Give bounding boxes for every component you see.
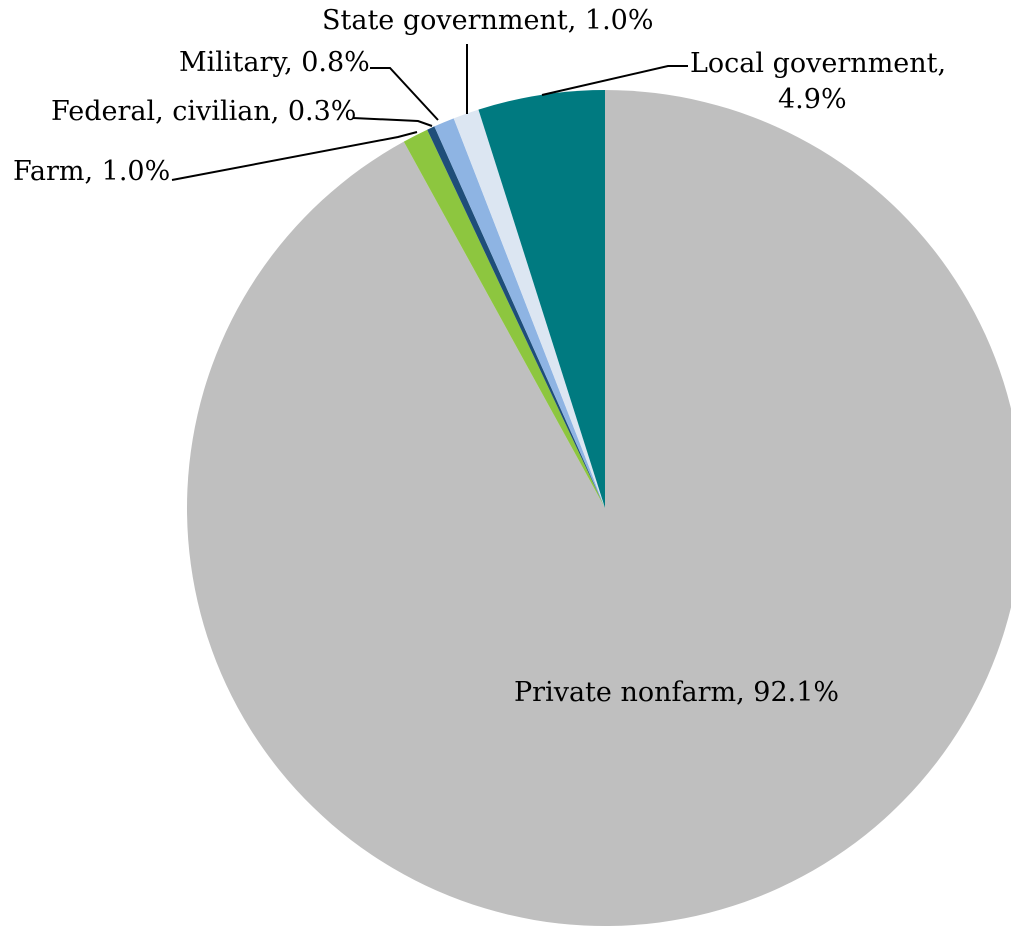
leader-line-farm bbox=[171, 131, 418, 181]
pie-slice-state-government bbox=[453, 109, 605, 509]
leader-line-local-government bbox=[541, 65, 688, 96]
pie-slice-military bbox=[434, 118, 605, 508]
pie-slices bbox=[187, 90, 1011, 926]
pie-slice-local-government bbox=[478, 90, 605, 508]
leader-line-federal-civilian bbox=[352, 117, 433, 127]
label-military: Military, 0.8% bbox=[179, 47, 370, 78]
pie-slice-federal-civilian bbox=[427, 126, 605, 509]
pie-slice-private-nonfarm bbox=[187, 90, 1011, 926]
label-local-government-line1: Local government, bbox=[690, 48, 946, 79]
leader-line-military bbox=[370, 67, 439, 121]
label-local-government-line2: 4.9% bbox=[778, 84, 847, 115]
label-state-government: State government, 1.0% bbox=[322, 5, 654, 36]
label-federal-civilian: Federal, civilian, 0.3% bbox=[51, 96, 356, 127]
label-farm: Farm, 1.0% bbox=[13, 156, 170, 187]
label-private-nonfarm: Private nonfarm, 92.1% bbox=[514, 677, 839, 708]
pie-slice-farm bbox=[403, 129, 605, 508]
